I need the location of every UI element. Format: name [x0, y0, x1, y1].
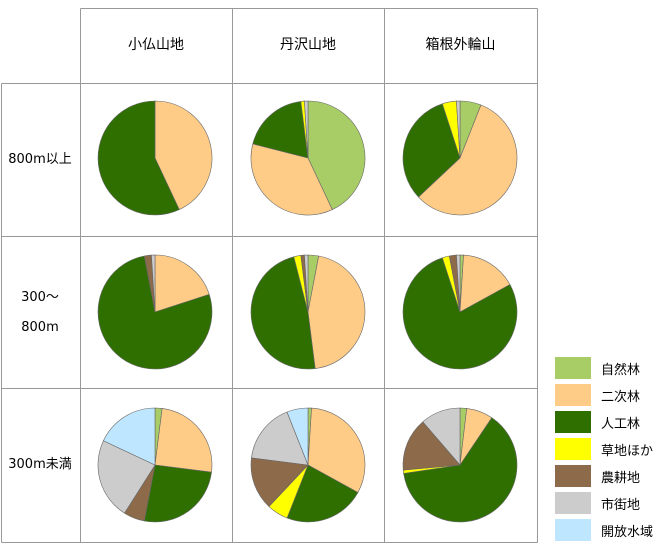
pie-slice-r1-c2-natural-forest — [307, 100, 366, 210]
pie-slice-r1-c3-secondary-forest — [418, 104, 518, 216]
legend-item-natural-forest: 自然林 — [555, 357, 672, 379]
legend-label-secondary-forest: 二次林 — [601, 390, 641, 405]
legend-swatch-secondary-forest — [555, 384, 591, 406]
legend-label-plantation: 人工林 — [601, 417, 641, 432]
pie-slice-r2-c3-plantation — [402, 257, 518, 370]
row-label-300-800m-line1: 300〜 — [21, 290, 59, 305]
legend-item-plantation: 人工林 — [555, 411, 672, 433]
pie-slice-r2-c1-secondary-forest — [154, 254, 210, 313]
legend-swatch-open-water — [555, 519, 591, 541]
legend-swatch-farmland — [555, 465, 591, 487]
pie-slice-r3-c3-urban — [422, 407, 461, 466]
pie-slice-r1-c1-plantation — [97, 100, 180, 216]
legend-item-grassland: 草地ほか — [555, 438, 672, 460]
legend-label-urban: 市街地 — [601, 498, 641, 513]
pie-slice-r3-c3-farmland — [402, 421, 461, 471]
pie-slice-r2-c2-secondary-forest — [307, 255, 366, 369]
legend-swatch-plantation — [555, 411, 591, 433]
legend-swatch-natural-forest — [555, 357, 591, 379]
pie-slice-r3-c1-urban — [97, 440, 156, 514]
legend-label-natural-forest: 自然林 — [601, 363, 641, 378]
pie-slice-r1-c2-secondary-forest — [250, 143, 333, 216]
pie-slice-r2-c3-urban — [456, 254, 461, 313]
legend-label-grassland: 草地ほか — [601, 444, 654, 459]
pie-slice-r3-c2-secondary-forest — [307, 407, 366, 493]
pie-slice-r2-c3-secondary-forest — [459, 254, 511, 313]
legend-item-open-water: 開放水域 — [555, 519, 672, 541]
legend-swatch-grassland — [555, 438, 591, 460]
pie-slice-r1-c3-plantation — [402, 103, 461, 198]
pie-slice-r2-c2-plantation — [250, 256, 316, 370]
pie-slice-r3-c3-plantation — [403, 417, 518, 523]
pie-slice-r3-c2-plantation — [286, 464, 359, 523]
pie-slice-r1-c3-urban — [456, 100, 461, 159]
pie-slice-r3-c1-secondary-forest — [154, 408, 213, 473]
pie-slice-r2-c2-urban — [304, 254, 309, 313]
pie-slice-r1-c2-plantation — [252, 101, 309, 159]
pie-slice-r2-c1-urban — [151, 254, 156, 313]
pie-slice-r3-c1-open-water — [103, 407, 156, 466]
pie-slice-r3-c2-urban — [251, 411, 309, 466]
pie-slice-r3-c2-farmland — [250, 457, 309, 507]
pie-slice-r1-c1-secondary-forest — [154, 100, 213, 210]
column-header-tanzawa: 丹沢山地 — [280, 37, 336, 53]
pie-slice-r3-c1-plantation — [143, 464, 212, 523]
legend-label-open-water: 開放水域 — [601, 525, 654, 540]
legend-item-farmland: 農耕地 — [555, 465, 672, 487]
column-header-kobotoke: 小仏山地 — [128, 37, 184, 53]
legend-swatch-urban — [555, 492, 591, 514]
pie-slice-r2-c1-plantation — [97, 255, 213, 370]
legend-label-farmland: 農耕地 — [601, 471, 641, 486]
row-label-300m-below: 300m未満 — [8, 457, 72, 472]
row-label-800m-above: 800m以上 — [8, 152, 72, 167]
column-header-hakone: 箱根外輪山 — [425, 37, 496, 53]
legend-item-secondary-forest: 二次林 — [555, 384, 672, 406]
row-label-300-800m-line2: 800m — [21, 320, 59, 335]
pie-slice-r1-c2-urban — [304, 100, 309, 159]
legend-item-urban: 市街地 — [555, 492, 672, 514]
pie-slice-r3-c2-open-water — [286, 407, 309, 466]
